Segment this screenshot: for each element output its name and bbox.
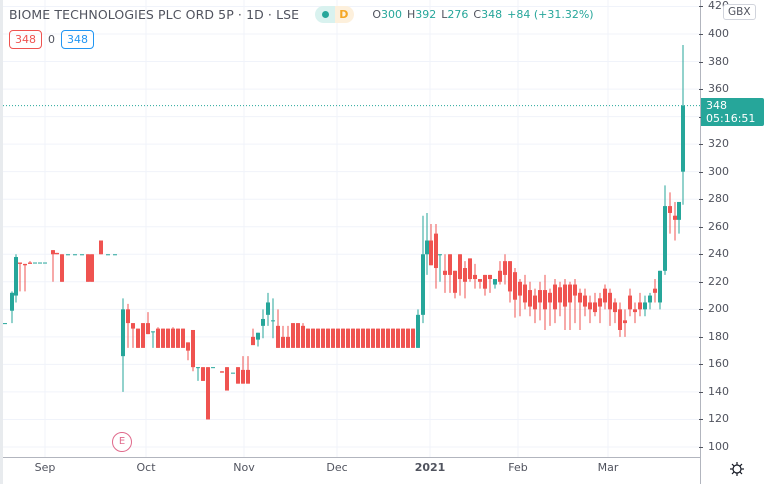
price-tick: 300 [699, 165, 729, 178]
spread-value: 0 [48, 33, 55, 46]
price-tick: 140 [699, 385, 729, 398]
ohlc-values: O300 H392 L276 C348 +84 (+31.32%) [372, 8, 594, 21]
change-value: +84 (+31.32%) [507, 8, 594, 21]
price-tick: 280 [699, 192, 729, 205]
time-tick: Sep [34, 461, 56, 474]
symbol-header: BIOME TECHNOLOGIES PLC ORD 5P · 1D · LSE… [9, 6, 594, 23]
interval-badge: D [335, 6, 355, 23]
market-status-pill[interactable]: D [315, 6, 355, 23]
last-price-label: 348 05:16:51 [701, 98, 764, 126]
time-tick: 2021 [414, 461, 446, 474]
buy-button[interactable]: 348 [61, 30, 94, 49]
price-tick: 220 [699, 275, 729, 288]
price-tick: 260 [699, 220, 729, 233]
high-value: 392 [415, 8, 437, 21]
time-tick: Nov [233, 461, 255, 474]
bar-countdown: 05:16:51 [706, 112, 756, 125]
close-value: 348 [481, 8, 503, 21]
price-tick: 160 [699, 357, 729, 370]
time-tick: Feb [508, 461, 528, 474]
left-edge [0, 0, 3, 484]
time-tick: Mar [597, 461, 619, 474]
price-axis[interactable] [700, 0, 768, 484]
price-tick: 240 [699, 247, 729, 260]
earnings-event-marker[interactable]: E [112, 432, 132, 452]
price-tick: 400 [699, 27, 729, 40]
time-tick: Dec [326, 461, 348, 474]
trade-buttons: 348 0 348 [9, 30, 94, 49]
price-tick: 100 [699, 440, 729, 453]
price-tick: 380 [699, 55, 729, 68]
chart-plot-area[interactable] [3, 0, 700, 457]
candlestick-chart [3, 0, 700, 457]
last-price-value: 348 [706, 99, 727, 112]
time-axis[interactable] [3, 457, 700, 485]
price-tick: 320 [699, 137, 729, 150]
low-value: 276 [447, 8, 469, 21]
settings-gear-icon[interactable] [729, 461, 745, 477]
price-tick: 180 [699, 330, 729, 343]
price-tick: 200 [699, 302, 729, 315]
currency-label[interactable]: GBX [723, 4, 756, 20]
sell-button[interactable]: 348 [9, 30, 42, 49]
price-tick: 120 [699, 412, 729, 425]
market-open-dot-icon [321, 11, 329, 18]
symbol-title[interactable]: BIOME TECHNOLOGIES PLC ORD 5P · 1D · LSE [9, 7, 300, 22]
time-tick: Oct [136, 461, 156, 474]
open-value: 300 [381, 8, 402, 21]
price-tick: 360 [699, 82, 729, 95]
